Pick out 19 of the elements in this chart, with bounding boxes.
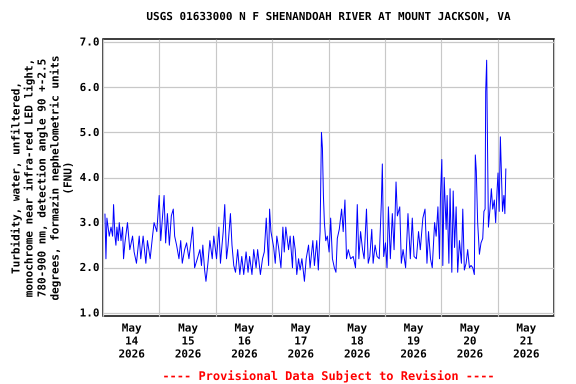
x-tick-label: May 16 2026 xyxy=(231,322,258,360)
text: ---- Provisional Data Subject to Revision ---- xyxy=(162,369,495,383)
y-tick-label: 5.0 xyxy=(80,126,100,139)
x-tick-label: May 20 2026 xyxy=(456,322,484,360)
y-tick-label: 6.0 xyxy=(80,80,100,94)
x-tick-label: May 15 2026 xyxy=(174,322,202,360)
y-tick-label: 1.0 xyxy=(80,306,100,320)
x-tick-label: May 21 2026 xyxy=(513,322,540,360)
x-tick-label: May 14 2026 xyxy=(118,322,146,360)
chart-title: USGS 01633000 N F SHENANDOAH RIVER AT MOUNT JACKSON, VA xyxy=(146,10,511,24)
y-tick-label: 7.0 xyxy=(80,36,100,49)
x-tick-label: May 18 2026 xyxy=(344,322,371,360)
y-tick-label: 4.0 xyxy=(80,171,100,184)
y-tick-label: 3.0 xyxy=(80,216,100,230)
y-tick-label: 2.0 xyxy=(80,261,100,274)
x-tick-label: May 19 2026 xyxy=(400,322,428,360)
line-series xyxy=(104,60,506,282)
y-axis-title: Turbidity, water, unfiltered, monochrome near infra-red LED light, 780-900 nm, detection angle 90 +-2.5 degrees, formazin nephelometric units (FNU) xyxy=(10,55,75,301)
x-tick-label: May 17 2026 xyxy=(288,322,314,360)
